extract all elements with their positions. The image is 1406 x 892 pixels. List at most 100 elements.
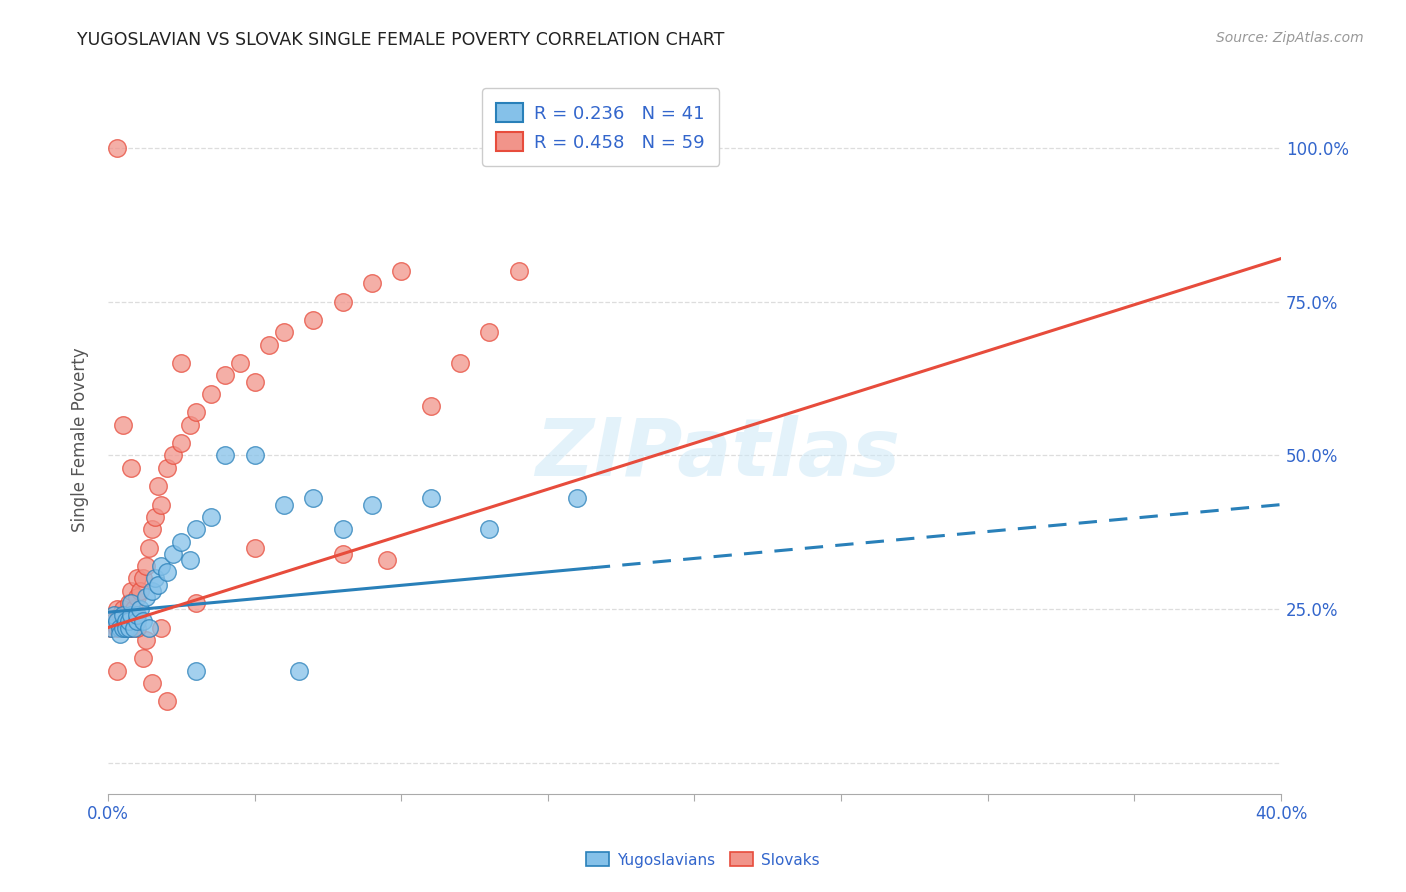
Point <box>103 608 125 623</box>
Point <box>332 522 354 536</box>
Point <box>179 553 201 567</box>
Point <box>170 436 193 450</box>
Point <box>162 449 184 463</box>
Point <box>120 608 142 623</box>
Point <box>141 676 163 690</box>
Point <box>120 621 142 635</box>
Point <box>127 608 149 623</box>
Point <box>120 596 142 610</box>
Point <box>143 571 166 585</box>
Point <box>332 547 354 561</box>
Point <box>478 522 501 536</box>
Point <box>108 626 131 640</box>
Point <box>132 651 155 665</box>
Point <box>302 491 325 506</box>
Point <box>243 449 266 463</box>
Point <box>478 326 501 340</box>
Point <box>120 583 142 598</box>
Point <box>149 621 172 635</box>
Point <box>156 566 179 580</box>
Point <box>138 621 160 635</box>
Point <box>156 460 179 475</box>
Point <box>259 337 281 351</box>
Point <box>111 615 134 629</box>
Point <box>111 602 134 616</box>
Point <box>100 621 122 635</box>
Point <box>302 313 325 327</box>
Point <box>129 583 152 598</box>
Point <box>143 509 166 524</box>
Point <box>120 460 142 475</box>
Legend: R = 0.236   N = 41, R = 0.458   N = 59: R = 0.236 N = 41, R = 0.458 N = 59 <box>482 88 720 166</box>
Text: YUGOSLAVIAN VS SLOVAK SINGLE FEMALE POVERTY CORRELATION CHART: YUGOSLAVIAN VS SLOVAK SINGLE FEMALE POVE… <box>77 31 724 49</box>
Point <box>156 694 179 708</box>
Point <box>162 547 184 561</box>
Point <box>124 621 146 635</box>
Point <box>184 596 207 610</box>
Text: Source: ZipAtlas.com: Source: ZipAtlas.com <box>1216 31 1364 45</box>
Point <box>114 621 136 635</box>
Point <box>105 664 128 678</box>
Point <box>332 294 354 309</box>
Point <box>214 449 236 463</box>
Point <box>124 602 146 616</box>
Point <box>419 399 441 413</box>
Point <box>105 621 128 635</box>
Point <box>127 571 149 585</box>
Y-axis label: Single Female Poverty: Single Female Poverty <box>72 348 89 533</box>
Point <box>273 326 295 340</box>
Legend: Yugoslavians, Slovaks: Yugoslavians, Slovaks <box>581 847 825 873</box>
Point <box>135 632 157 647</box>
Point <box>200 387 222 401</box>
Point <box>179 417 201 432</box>
Point <box>129 602 152 616</box>
Point <box>117 621 139 635</box>
Point <box>111 417 134 432</box>
Point <box>132 571 155 585</box>
Point <box>375 553 398 567</box>
Text: ZIPatlas: ZIPatlas <box>536 415 900 493</box>
Point <box>114 621 136 635</box>
Point <box>141 522 163 536</box>
Point <box>149 498 172 512</box>
Point <box>361 276 384 290</box>
Point <box>200 509 222 524</box>
Point <box>105 602 128 616</box>
Point <box>419 491 441 506</box>
Point <box>111 621 134 635</box>
Point <box>105 141 128 155</box>
Point <box>214 368 236 383</box>
Point <box>567 491 589 506</box>
Point <box>132 615 155 629</box>
Point <box>127 590 149 604</box>
Point <box>114 615 136 629</box>
Point <box>273 498 295 512</box>
Point <box>243 541 266 555</box>
Point <box>184 405 207 419</box>
Point <box>508 264 530 278</box>
Point <box>243 375 266 389</box>
Point <box>184 664 207 678</box>
Point <box>105 615 128 629</box>
Point <box>117 621 139 635</box>
Point <box>449 356 471 370</box>
Point <box>135 590 157 604</box>
Point <box>184 522 207 536</box>
Point <box>141 583 163 598</box>
Point <box>170 356 193 370</box>
Point <box>127 621 149 635</box>
Point <box>361 498 384 512</box>
Point <box>146 479 169 493</box>
Point <box>170 534 193 549</box>
Point <box>108 621 131 635</box>
Point <box>108 621 131 635</box>
Point <box>100 621 122 635</box>
Point <box>149 559 172 574</box>
Point <box>117 615 139 629</box>
Point <box>108 608 131 623</box>
Point <box>287 664 309 678</box>
Point <box>229 356 252 370</box>
Point <box>103 615 125 629</box>
Point <box>389 264 412 278</box>
Point <box>127 615 149 629</box>
